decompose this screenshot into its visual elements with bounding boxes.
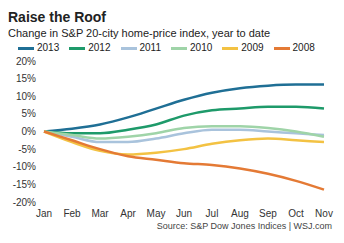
html-text:Source: S&P Dow Jones Indices: Source: S&P Dow Jones Indices | WSJ.com — [156, 221, 332, 231]
svg-text:20%: 20% — [16, 56, 36, 67]
svg-text:-5%: -5% — [18, 144, 36, 155]
html-text:2008: 2008 — [292, 42, 315, 53]
html-text:Raise the Roof: Raise the Roof — [8, 9, 106, 25]
svg-text:15%: 15% — [16, 73, 36, 84]
html-text:2012: 2012 — [88, 42, 111, 53]
svg-text:-20%: -20% — [13, 197, 36, 208]
svg-text:5%: 5% — [22, 108, 37, 119]
svg-text:Jun: Jun — [176, 208, 192, 219]
svg-text:-10%: -10% — [13, 161, 36, 172]
html-text:2013: 2013 — [37, 42, 60, 53]
svg-text:Jan: Jan — [36, 208, 52, 219]
html-text:2009: 2009 — [241, 42, 264, 53]
html-text:2011: 2011 — [139, 42, 161, 53]
svg-text:Feb: Feb — [63, 208, 81, 219]
svg-text:May: May — [147, 208, 166, 219]
html-text:2010: 2010 — [190, 42, 213, 53]
svg-text:Sep: Sep — [259, 208, 277, 219]
svg-text:Aug: Aug — [231, 208, 249, 219]
svg-text:Oct: Oct — [288, 208, 304, 219]
svg-text:Jul: Jul — [206, 208, 219, 219]
svg-text:0%: 0% — [22, 126, 37, 137]
svg-text:Mar: Mar — [91, 208, 109, 219]
svg-text:Apr: Apr — [120, 208, 136, 219]
svg-text:Nov: Nov — [315, 208, 333, 219]
svg-text:-15%: -15% — [13, 179, 36, 190]
svg-text:10%: 10% — [16, 91, 36, 102]
html-text:Change in S&P 20-city home-pri: Change in S&P 20-city home-price index, … — [8, 27, 271, 39]
